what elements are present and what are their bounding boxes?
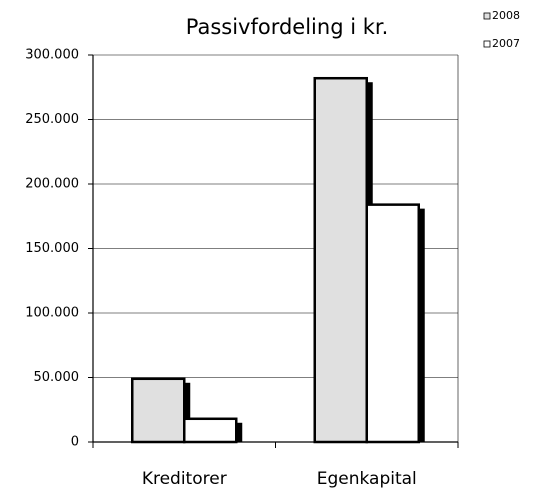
bar [313,76,368,444]
legend-label: 2008 [492,9,520,22]
legend-label: 2007 [492,37,520,50]
bar [131,377,186,444]
y-tick-label: 0 [71,435,79,450]
y-tick-label: 250.000 [25,112,79,127]
legend-swatch [483,40,491,48]
bar [365,203,420,444]
y-tick-label: 300.000 [25,48,79,63]
y-tick-label: 100.000 [25,306,79,321]
chart-title: Passivfordeling i kr. [186,15,389,39]
y-tick-label: 50.000 [34,370,80,385]
legend-swatch [483,12,491,20]
y-tick-label: 150.000 [25,241,79,256]
x-tick-label: Kreditorer [142,469,227,489]
x-tick-label: Egenkapital [317,469,417,489]
y-tick-label: 200.000 [25,177,79,192]
bar [183,417,238,444]
